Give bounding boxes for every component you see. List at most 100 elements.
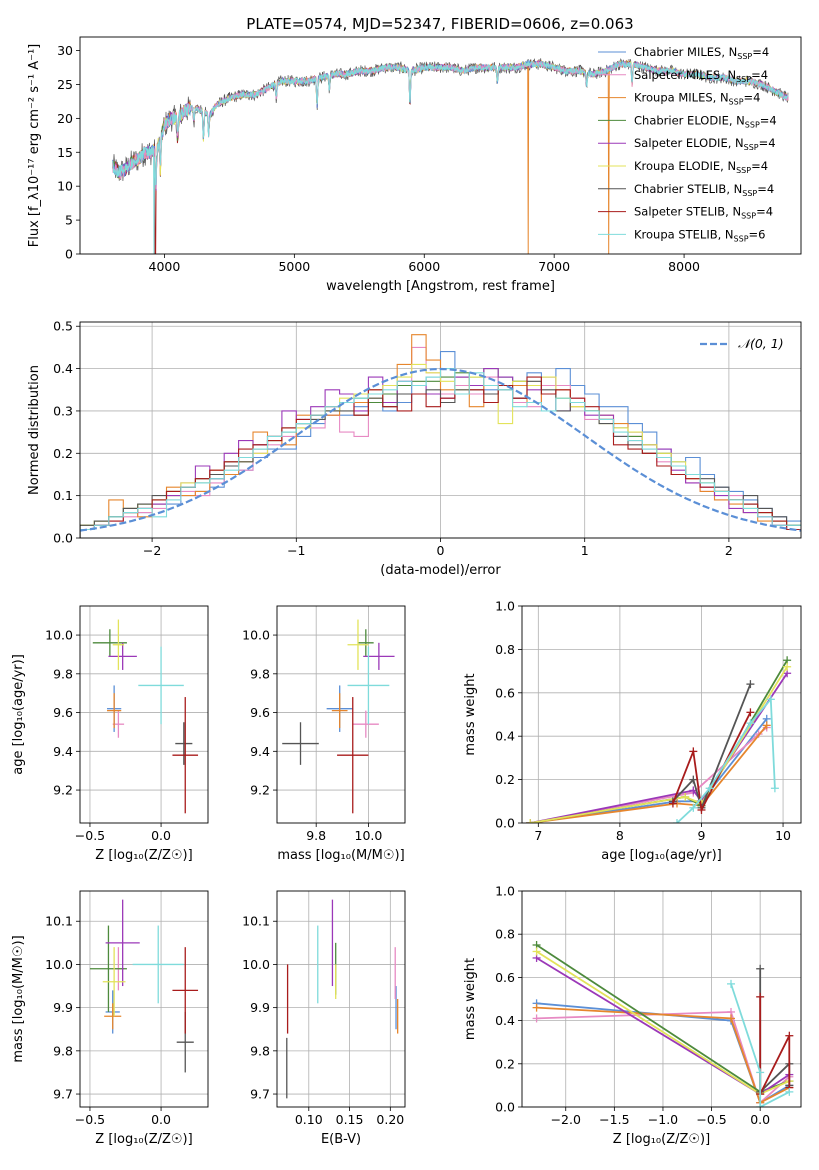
- age_vs_mass-plot-area: [282, 619, 395, 814]
- weight_vs_Z-tick-label-x: −2.0: [551, 1112, 581, 1127]
- spectrum-tick-label-y: 30: [57, 43, 73, 58]
- spectrum-plot-area: [112, 58, 789, 254]
- residuals-hist-salpeter-stelib: [80, 376, 801, 538]
- residuals-tick-label-y: 0.3: [53, 403, 73, 418]
- weight_vs_Z-line-salpeter-stelib: [759, 996, 791, 1095]
- weight_vs_age-marker-kroupa-miles: [762, 721, 771, 730]
- legend-label-subscript: SSP: [734, 234, 749, 243]
- age_vs_Z-errorbar-kroupa-elodie: [112, 619, 125, 670]
- weight_vs_age-marker-kroupa-stelib: [746, 719, 755, 728]
- panel-spectrum: 4000 5000 6000 7000 8000 0 5 10 15 20 25 30 waveleng…: [27, 36, 802, 294]
- weight_vs_Z-marker-salpeter-stelib: [756, 992, 765, 1001]
- age_vs_mass-tick-label-y: 10.0: [242, 628, 270, 643]
- legend-label-value: =6: [749, 227, 766, 241]
- age_vs_Z-errorbar-chabrier-stelib: [175, 722, 193, 765]
- age_vs_mass-errorbar-salpeter-miles: [352, 710, 379, 738]
- weight_vs_Z-tick-label-y: 0.8: [495, 927, 515, 942]
- weight_vs_age-line-chabrier-miles: [530, 718, 768, 823]
- weight_vs_age-marker-kroupa-stelib: [689, 803, 698, 812]
- mass_vs_Z-tick-label-y: 10.1: [45, 914, 73, 929]
- age_vs_Z-plot-area: [92, 619, 199, 814]
- legend-label-value: =4: [751, 159, 768, 173]
- legend-label-kroupa-stelib: Kroupa STELIB, NSSP=6: [634, 227, 765, 243]
- weight_vs_Z-tick-label-y: 0.4: [495, 1013, 515, 1028]
- residuals-tick-label-x: −1: [287, 543, 305, 558]
- legend-label-value: =4: [751, 68, 768, 82]
- spectrum-tick-label-y: 0: [65, 247, 73, 262]
- mass_vs_Z-tick-label-x: −0.5: [75, 1112, 105, 1127]
- residuals-tick-label-y: 0.5: [53, 319, 73, 334]
- weight_vs_Z-marker-salpeter-miles: [532, 1014, 541, 1023]
- weight_vs_Z-marker-kroupa-stelib: [727, 979, 736, 988]
- age_vs_Z-ylabel: age [log₁₀(age/yr)]: [11, 654, 26, 775]
- weight_vs_age-tick-label-x: 9: [697, 828, 705, 843]
- spectrum-line-kroupa-stelib: [112, 60, 789, 254]
- mass_vs_Z-xlabel: Z [log₁₀(Z/Z☉)]: [95, 1132, 192, 1147]
- weight_vs_age-frame: [521, 605, 802, 824]
- residuals-gaussian-curve: [80, 367, 801, 532]
- legend-label-chabrier-elodie: Chabrier ELODIE, NSSP=4: [634, 113, 777, 129]
- age_vs_mass-errorbar-chabrier-elodie: [357, 629, 374, 657]
- weight_vs_Z-tick-label-x: 0.0: [750, 1112, 770, 1127]
- age_vs_mass-errorbar-salpeter-stelib: [337, 697, 369, 814]
- mass_vs_EBV-tick-label-x: 0.10: [295, 1112, 323, 1127]
- weight_vs_age-tick-label-x: 10: [775, 828, 791, 843]
- mass_vs_Z-errorbar-salpeter-elodie: [105, 899, 140, 987]
- mass_vs_EBV-tick-label-y: 10.1: [242, 914, 270, 929]
- legend-label-value: =4: [757, 182, 774, 196]
- panel-mass_vs_Z: −0.5 0.0 9.7 9.8 9.9 10.0 10.1 Z [log₁₀(Z/Z☉)] m…: [11, 890, 209, 1147]
- legend-label-value: =4: [759, 136, 776, 150]
- residuals-xlabel: (data-model)/error: [380, 563, 501, 578]
- age_vs_mass-tick-label-y: 9.8: [250, 666, 270, 681]
- age_vs_Z-tick-label-y: 9.8: [53, 666, 73, 681]
- age_vs_Z-tick-label-y: 9.6: [53, 705, 73, 720]
- legend-label-subscript: SSP: [745, 120, 760, 129]
- weight_vs_age-marker-salpeter-stelib: [689, 747, 698, 756]
- mass_vs_Z-errorbar-salpeter-stelib: [172, 947, 199, 1034]
- weight_vs_age-plot-area: [526, 656, 792, 823]
- weight_vs_age-marker-chabrier-stelib: [689, 775, 698, 784]
- weight_vs_age-marker-kroupa-elodie: [526, 819, 535, 823]
- residuals-hist-kroupa-stelib: [80, 368, 801, 538]
- age_vs_mass-errorbar-kroupa-stelib: [347, 646, 390, 725]
- mass_vs_EBV-xlabel: E(B-V): [321, 1132, 361, 1147]
- residuals-hist-salpeter-elodie: [80, 368, 801, 538]
- weight_vs_age-marker-kroupa-stelib: [770, 784, 779, 793]
- weight_vs_age-marker-chabrier-stelib: [746, 680, 755, 689]
- legend-label-subscript: SSP: [736, 166, 751, 175]
- weight_vs_age-marker-kroupa-stelib: [766, 695, 775, 704]
- residuals-tick-label-x: −2: [143, 543, 161, 558]
- residuals-tick-label-x: 1: [581, 543, 589, 558]
- weight_vs_age-line-chabrier-stelib: [672, 683, 752, 811]
- mass_vs_Z-tick-label-x: 0.0: [151, 1112, 171, 1127]
- weight_vs_Z-tick-label-y: 0.0: [495, 1100, 515, 1115]
- weight_vs_age-marker-kroupa-elodie: [681, 792, 690, 801]
- legend-label-name: Salpeter STELIB, N: [634, 205, 741, 219]
- spectrum-tick-label-y: 10: [57, 179, 73, 194]
- residuals-tick-label-y: 0.2: [53, 446, 73, 461]
- weight_vs_age-marker-salpeter-stelib: [668, 799, 677, 808]
- age_vs_Z-errorbar-salpeter-elodie: [108, 642, 137, 670]
- weight_vs_Z-marker-salpeter-stelib: [785, 1031, 794, 1040]
- spectrum-tick-label-y: 5: [65, 213, 73, 228]
- legend-label-name: Salpeter ELODIE, N: [634, 136, 744, 150]
- weight_vs_Z-marker-kroupa-stelib: [756, 1068, 765, 1077]
- weight_vs_age-marker-kroupa-elodie: [783, 662, 792, 671]
- weight_vs_Z-marker-kroupa-stelib: [785, 1087, 794, 1096]
- spectrum-tick-label-x: 4000: [149, 259, 181, 274]
- mass_vs_EBV-plot-area: [286, 899, 399, 1099]
- weight_vs_age-tick-label-y: 1.0: [495, 599, 515, 614]
- mass_vs_EBV-frame: [276, 890, 406, 1108]
- weight_vs_age-line-kroupa-miles: [530, 724, 768, 823]
- legend-label-name: Kroupa ELODIE, N: [634, 159, 736, 173]
- spectrum-tick-label-x: 7000: [538, 259, 570, 274]
- weight_vs_Z-line-salpeter-miles: [536, 1011, 790, 1105]
- legend-label-name: Kroupa STELIB, N: [634, 227, 734, 241]
- residuals-tick-label-y: 0.1: [53, 488, 73, 503]
- weight_vs_age-line-kroupa-stelib: [676, 696, 776, 823]
- mass_vs_Z-tick-label-y: 9.8: [53, 1043, 73, 1058]
- weight_vs_age-tick-label-x: 8: [616, 828, 624, 843]
- age_vs_Z-tick-label-x: −0.5: [75, 828, 105, 843]
